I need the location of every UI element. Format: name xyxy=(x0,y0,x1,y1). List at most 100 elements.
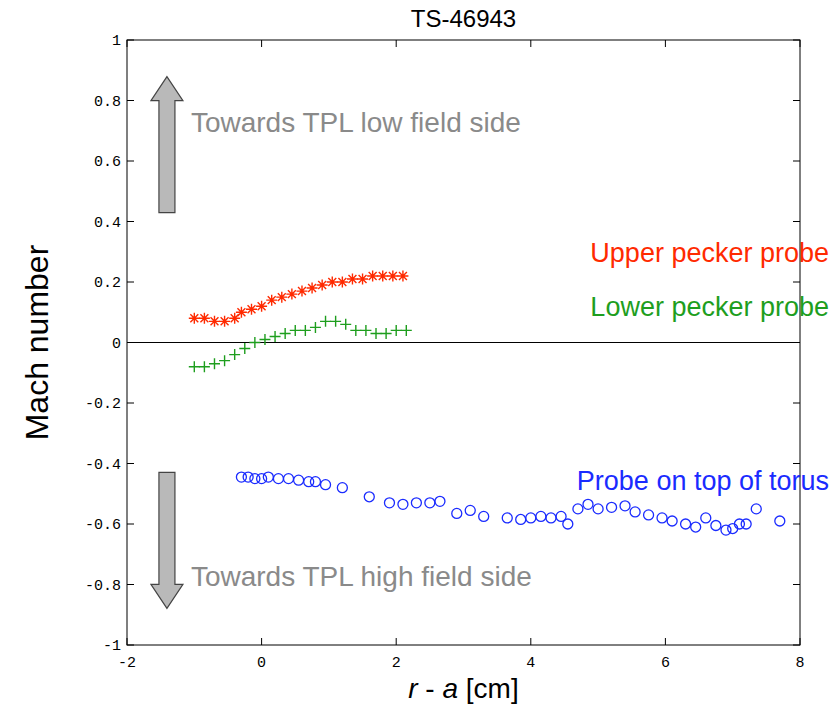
x-tick xyxy=(396,638,397,645)
x-axis-title: r - a [cm] xyxy=(408,673,518,704)
series xyxy=(189,270,409,326)
point xyxy=(630,507,640,517)
point xyxy=(249,337,260,348)
point xyxy=(593,504,603,514)
point xyxy=(189,361,200,372)
point xyxy=(310,322,321,333)
point xyxy=(276,292,287,303)
y-tick-label: 0.6 xyxy=(94,154,121,171)
point xyxy=(701,513,711,523)
y-tick xyxy=(127,645,134,646)
series-label: Lower pecker probe xyxy=(590,292,829,322)
chart: TS-46943-202468-1-0.8-0.6-0.4-0.200.20.4… xyxy=(0,0,835,709)
y-tick xyxy=(127,282,134,283)
point xyxy=(391,325,402,336)
annotation: Towards TPL low field side xyxy=(191,107,521,138)
point xyxy=(536,511,546,521)
x-tick-top xyxy=(665,40,666,47)
point xyxy=(321,480,331,490)
y-tick-label: -0.4 xyxy=(85,457,121,474)
point xyxy=(425,498,435,508)
point xyxy=(199,313,210,324)
point xyxy=(573,504,583,514)
y-tick xyxy=(127,100,134,101)
point xyxy=(357,273,368,284)
annotation-arrow xyxy=(151,77,183,213)
point xyxy=(607,502,617,512)
y-tick-label: -1 xyxy=(103,638,121,655)
point xyxy=(691,522,701,532)
point xyxy=(546,513,556,523)
point xyxy=(337,483,347,493)
point xyxy=(284,474,294,484)
x-tick xyxy=(261,638,262,645)
point xyxy=(401,325,412,336)
x-tick-top xyxy=(800,40,801,47)
point xyxy=(229,349,240,360)
point xyxy=(256,301,267,312)
point xyxy=(219,355,230,366)
point xyxy=(317,280,328,291)
x-tick-label: 4 xyxy=(526,655,535,672)
x-tick-top xyxy=(261,40,262,47)
point xyxy=(347,273,358,284)
point xyxy=(259,334,270,345)
series xyxy=(189,316,412,372)
x-tick-label: 0 xyxy=(257,655,266,672)
point xyxy=(398,499,408,509)
point xyxy=(263,472,273,482)
point xyxy=(337,277,348,288)
point xyxy=(290,325,301,336)
point xyxy=(387,270,398,281)
point xyxy=(563,519,573,529)
point xyxy=(327,277,338,288)
y-tick xyxy=(127,463,134,464)
point xyxy=(246,304,257,315)
y-tick-label: -0.2 xyxy=(85,396,121,413)
point xyxy=(526,513,536,523)
x-tick-label: 2 xyxy=(392,655,401,672)
point xyxy=(371,328,382,339)
point xyxy=(741,519,751,529)
y-tick xyxy=(127,584,134,585)
point xyxy=(644,510,654,520)
y-tick-right xyxy=(793,645,800,646)
y-tick-label: 0 xyxy=(112,336,121,353)
point xyxy=(257,474,267,484)
point xyxy=(516,514,526,524)
point xyxy=(300,325,311,336)
point xyxy=(377,270,388,281)
point xyxy=(199,361,210,372)
point xyxy=(397,270,408,281)
point xyxy=(209,316,220,327)
x-tick-label: 6 xyxy=(661,655,670,672)
x-tick-label: 8 xyxy=(795,655,804,672)
x-tick xyxy=(800,638,801,645)
point xyxy=(775,516,785,526)
y-tick-right xyxy=(793,584,800,585)
point xyxy=(502,513,512,523)
point xyxy=(243,472,253,482)
y-tick-label: 0.2 xyxy=(94,275,121,292)
point xyxy=(350,325,361,336)
y-tick xyxy=(127,524,134,525)
y-tick-label: 1 xyxy=(112,33,121,50)
annotation: Towards TPL high field side xyxy=(191,561,532,592)
point xyxy=(681,519,691,529)
point xyxy=(657,513,667,523)
plot-frame xyxy=(127,40,800,645)
point xyxy=(340,319,351,330)
point xyxy=(360,325,371,336)
point xyxy=(209,358,220,369)
point xyxy=(236,307,247,318)
x-tick-top xyxy=(530,40,531,47)
series-label: Upper pecker probe xyxy=(590,238,829,268)
y-tick-right xyxy=(793,524,800,525)
point xyxy=(280,328,291,339)
point xyxy=(751,504,761,514)
point xyxy=(189,313,200,324)
y-tick-label: 0.8 xyxy=(94,94,121,111)
x-tick xyxy=(665,638,666,645)
point xyxy=(620,501,630,511)
point xyxy=(465,505,475,515)
